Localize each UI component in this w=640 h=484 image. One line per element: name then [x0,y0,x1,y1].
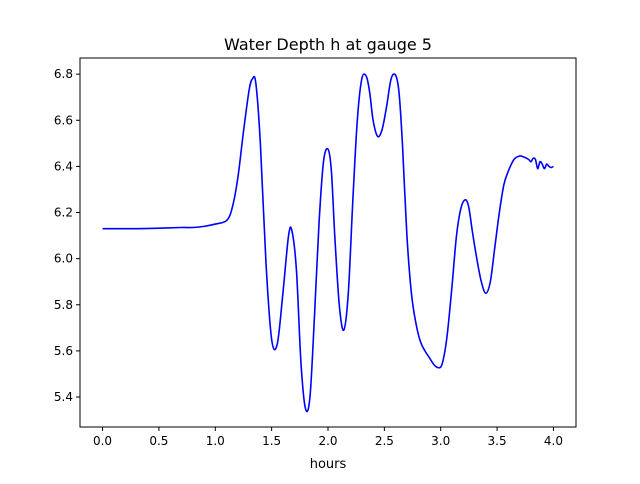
x-axis-label: hours [310,457,347,472]
y-tick-label: 6.2 [54,206,73,220]
y-tick-label: 6.6 [54,113,73,127]
tick-layer: 0.0 0.5 1.0 1.5 2.0 2.5 3.0 3.5 4.0 5.4 5.6 5.8 6.0 6… [54,67,563,448]
y-tick-label: 6.8 [54,67,73,81]
chart-title: Water Depth h at gauge 5 [224,35,432,54]
x-tick-label: 0.5 [149,434,168,448]
x-tick-label: 3.5 [488,434,507,448]
water-depth-line [102,73,554,413]
y-tick-label: 6.4 [54,159,73,173]
x-tick-label: 4.0 [544,434,563,448]
x-tick-label: 2.0 [318,434,337,448]
y-tick-label: 5.6 [54,344,73,358]
y-tick-label: 5.8 [54,298,73,312]
y-tick-label: 6.0 [54,252,73,266]
series-layer [102,73,554,413]
y-tick-label: 5.4 [54,390,73,404]
x-tick-label: 1.0 [206,434,225,448]
x-tick-label: 2.5 [375,434,394,448]
plot-frame [79,57,577,428]
x-tick-label: 3.0 [431,434,450,448]
x-tick-label: 0.0 [93,434,112,448]
x-tick-label: 1.5 [262,434,281,448]
